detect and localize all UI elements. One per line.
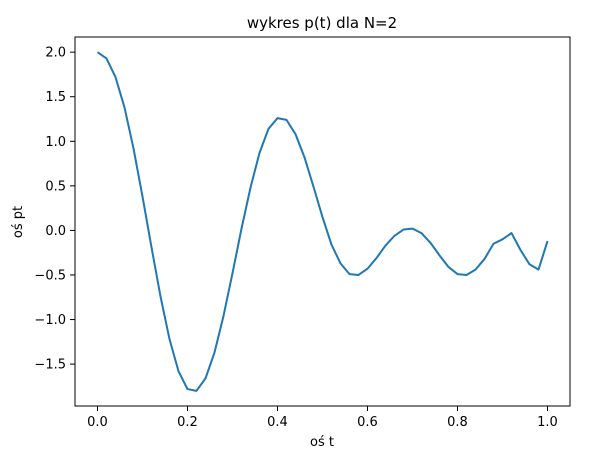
y-tick-label: 0.0 [45, 224, 66, 239]
y-tick-label: 1.5 [45, 90, 66, 105]
y-tick-label: −1.0 [34, 313, 66, 328]
y-axis-label: oś pt [11, 206, 26, 238]
y-tick-label: −1.5 [34, 358, 66, 373]
axes-frame [74, 36, 571, 407]
x-axis: 0.0 0.2 0.4 0.6 0.8 1.0 [87, 406, 558, 430]
plot-area [96, 51, 549, 392]
x-tick-label: 0.4 [267, 415, 288, 430]
y-axis: −1.5 −1.0 −0.5 0.0 0.5 1.0 1.5 2.0 [34, 46, 75, 373]
series-line-0 [96, 51, 549, 392]
y-tick-label: 1.0 [45, 135, 66, 150]
x-tick-label: 1.0 [537, 415, 558, 430]
x-tick-label: 0.2 [177, 415, 198, 430]
x-axis-label: oś t [310, 435, 334, 450]
x-tick-label: 0.0 [87, 415, 108, 430]
y-tick-label: 0.5 [45, 179, 66, 194]
y-tick-label: −0.5 [34, 268, 66, 283]
chart-title: wykres p(t) dla N=2 [247, 14, 397, 32]
y-tick-label: 2.0 [45, 46, 66, 61]
x-tick-label: 0.6 [357, 415, 378, 430]
x-tick-label: 0.8 [447, 415, 468, 430]
